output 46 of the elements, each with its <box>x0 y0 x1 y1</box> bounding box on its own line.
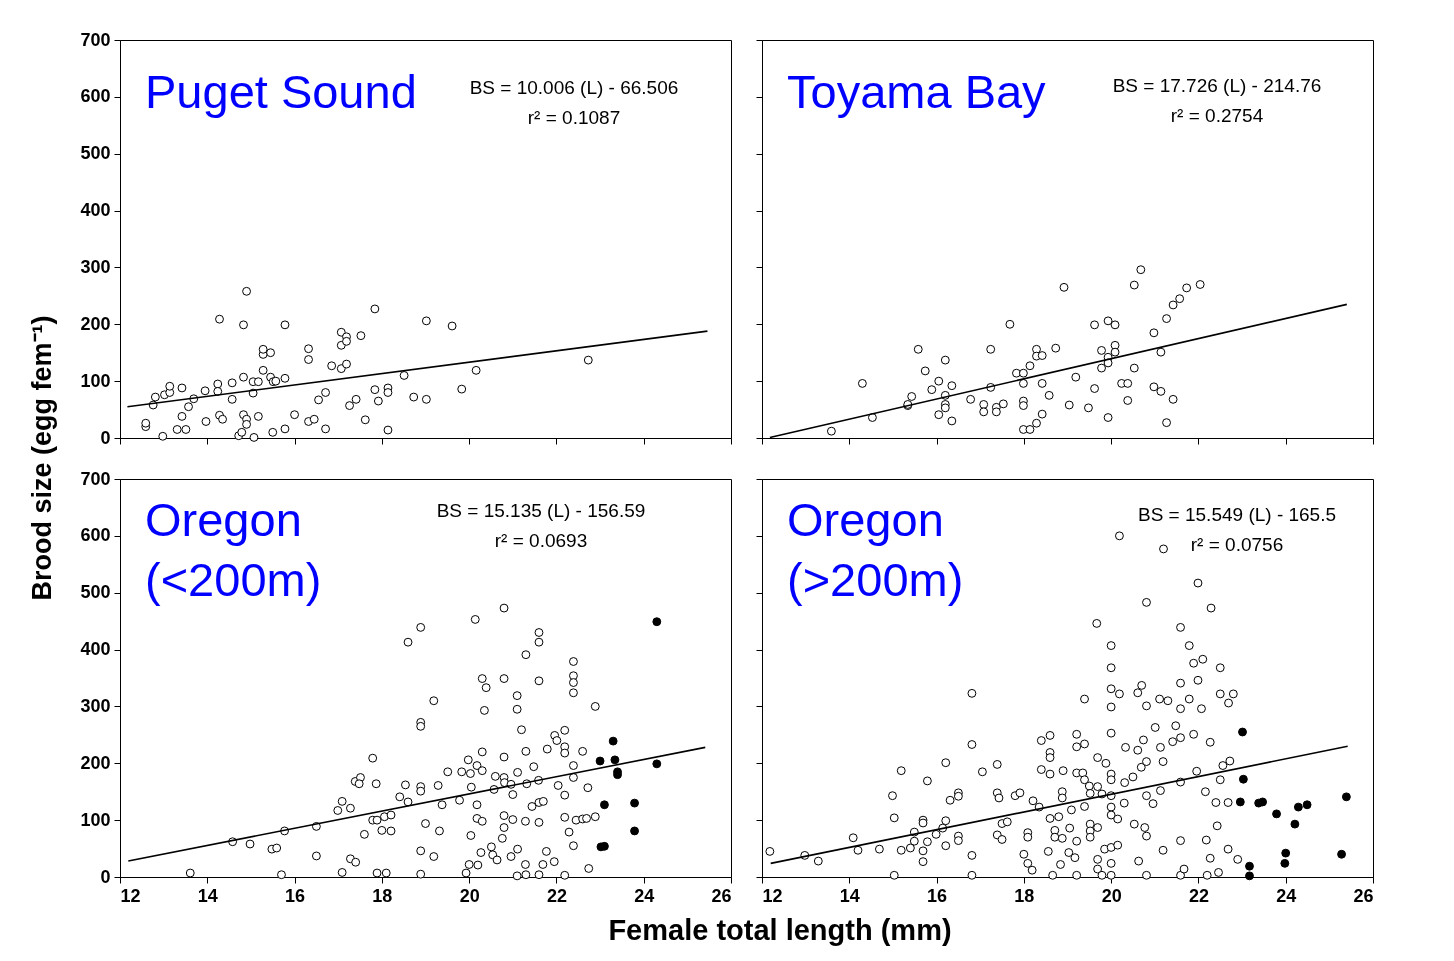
y-tick-label: 0 <box>100 427 111 448</box>
annotation: r² = 0.2754 <box>1170 105 1264 126</box>
text: Oregon (>200m) <box>787 493 964 606</box>
text: Puget Sound <box>145 65 417 118</box>
annotation: BS = 15.549 (L) - 165.5 <box>1137 504 1337 525</box>
x-tick-label: 20 <box>459 885 480 906</box>
text: Toyama Bay <box>787 65 1047 118</box>
y-tick-label: 100 <box>80 370 111 391</box>
y-tick-label: 0 <box>100 866 111 887</box>
y-tick-label: 700 <box>80 468 111 489</box>
x-tick-label: 26 <box>1353 885 1374 906</box>
text: Oregon (<200m) <box>145 493 322 606</box>
x-tick-label: 18 <box>372 885 393 906</box>
annotation: BS = 10.006 (L) - 66.506 <box>469 77 679 98</box>
y-tick-label: 600 <box>80 525 111 546</box>
x-axis-title: Female total length (mm) <box>608 913 952 947</box>
x-tick-label: 14 <box>839 885 860 906</box>
y-tick-label: 100 <box>80 809 111 830</box>
x-tick-label: 16 <box>285 885 306 906</box>
annotation: BS = 17.726 (L) - 214.76 <box>1112 75 1322 96</box>
x-tick-label: 18 <box>1014 885 1035 906</box>
annotation: BS = 15.135 (L) - 156.59 <box>436 500 646 521</box>
y-tick-label: 300 <box>80 256 111 277</box>
x-tick-label: 20 <box>1101 885 1122 906</box>
x-tick-label: 24 <box>1276 885 1297 906</box>
y-tick-label: 600 <box>80 86 111 107</box>
y-tick-label: 200 <box>80 313 111 334</box>
annotation: r² = 0.0756 <box>1190 534 1284 555</box>
annotation: r² = 0.0693 <box>494 530 588 551</box>
y-tick-label: 400 <box>80 200 111 221</box>
x-tick-label: 22 <box>546 885 567 906</box>
y-tick-label: 700 <box>80 29 111 50</box>
x-tick-label: 26 <box>711 885 732 906</box>
x-tick-label: 12 <box>120 885 141 906</box>
y-tick-label: 500 <box>80 582 111 603</box>
x-tick-label: 12 <box>762 885 783 906</box>
y-tick-label: 300 <box>80 695 111 716</box>
y-axis-title: Brood size (egg fem⁻¹) <box>25 315 58 601</box>
x-tick-label: 22 <box>1188 885 1209 906</box>
y-tick-label: 500 <box>80 143 111 164</box>
x-tick-label: 14 <box>197 885 218 906</box>
x-tick-label: 16 <box>927 885 948 906</box>
y-tick-label: 200 <box>80 752 111 773</box>
x-tick-label: 24 <box>634 885 655 906</box>
y-tick-label: 400 <box>80 639 111 660</box>
annotation: r² = 0.1087 <box>527 107 621 128</box>
